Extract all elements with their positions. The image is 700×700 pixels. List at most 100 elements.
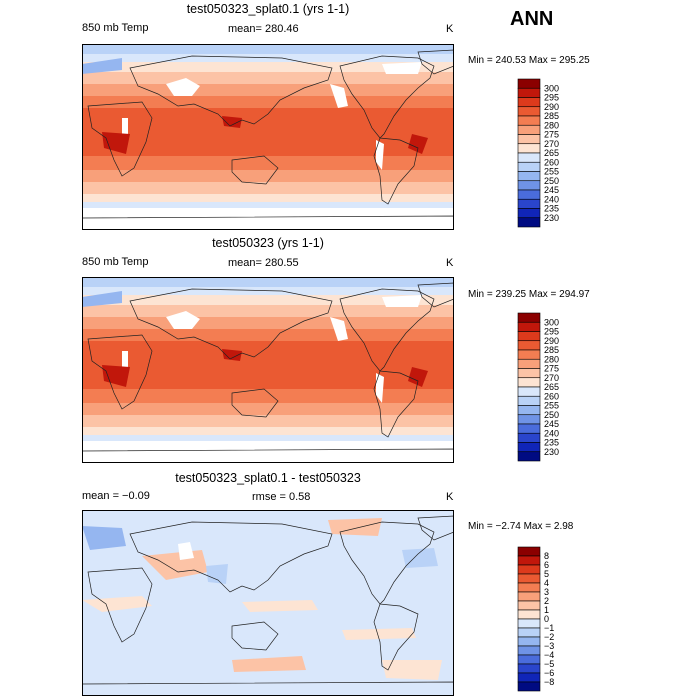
colorbar-box: [517, 208, 541, 219]
colorbar-tick-label: −8: [544, 677, 554, 687]
contour-band: [82, 435, 454, 441]
colorbar-box: [517, 627, 541, 638]
continent-outline: [417, 49, 454, 75]
colorbar-box: [517, 115, 541, 126]
colorbar-tick-label: 290: [544, 336, 559, 346]
colorbar-tick-label: 260: [544, 157, 559, 167]
colorbar-tick-label: 6: [544, 560, 549, 570]
contour-band: [82, 341, 454, 389]
colorbar-box: [517, 106, 541, 117]
continent-outline: [129, 521, 333, 593]
colorbar-tick-label: 285: [544, 345, 559, 355]
contour-band: [82, 156, 454, 170]
panel-1-title: test050323_splat0.1 (yrs 1-1): [186, 2, 350, 16]
contour-region: [342, 628, 416, 640]
colorbar-tick-label: 275: [544, 130, 559, 140]
colorbar-tick-label: 0: [544, 614, 549, 624]
colorbar-tick-label: 2: [544, 596, 549, 606]
colorbar-tick-label: 280: [544, 354, 559, 364]
contour-region: [408, 367, 428, 387]
panel-2-colorbar: 3002952902852802752702652602552502452402…: [517, 312, 559, 462]
colorbar-box: [517, 582, 541, 593]
contour-region: [330, 317, 348, 341]
colorbar-box: [517, 377, 541, 388]
colorbar-box: [517, 180, 541, 191]
colorbar-box: [517, 573, 541, 584]
panel-3-unit-label: K: [446, 491, 454, 503]
continent-outline: [231, 388, 279, 418]
colorbar-box: [517, 636, 541, 647]
colorbar-tick-label: 230: [544, 213, 559, 223]
colorbar-box: [517, 152, 541, 163]
contour-band: [82, 427, 454, 435]
contour-band: [82, 277, 454, 287]
contour-region: [330, 84, 348, 108]
colorbar-box: [517, 189, 541, 200]
contour-band: [82, 182, 454, 194]
continent-outline: [129, 55, 333, 127]
contour-band: [82, 295, 454, 305]
colorbar-tick-label: 260: [544, 391, 559, 401]
contour-band: [82, 108, 454, 156]
continent-outline: [373, 137, 419, 205]
continent-outline: [231, 155, 279, 185]
colorbar-box: [517, 97, 541, 108]
colorbar-tick-label: 290: [544, 102, 559, 112]
panel-1-variable-label: 850 mb Temp: [82, 22, 149, 34]
colorbar-box: [517, 134, 541, 145]
colorbar-box: [517, 368, 541, 379]
colorbar-box: [517, 161, 541, 172]
continent-outline: [87, 567, 153, 643]
colorbar-tick-label: 255: [544, 401, 559, 411]
colorbar-box: [517, 124, 541, 135]
colorbar-box: [517, 312, 541, 323]
colorbar-box: [517, 423, 541, 434]
colorbar-box: [517, 555, 541, 566]
colorbar-tick-label: 250: [544, 176, 559, 186]
colorbar-tick-label: 8: [544, 551, 549, 561]
colorbar-box: [517, 386, 541, 397]
continent-outline: [82, 215, 454, 230]
colorbar-tick-label: 295: [544, 93, 559, 103]
colorbar-tick-label: 230: [544, 447, 559, 457]
map-frame: [82, 510, 454, 696]
contour-band: [82, 72, 454, 84]
continent-outline: [231, 621, 279, 651]
contour-region: [382, 62, 422, 74]
contour-region: [82, 526, 126, 550]
colorbar-tick-label: 245: [544, 419, 559, 429]
colorbar-box: [517, 405, 541, 416]
colorbar-box: [517, 78, 541, 89]
panel-2-title: test050323 (yrs 1-1): [212, 236, 324, 250]
contour-region: [376, 140, 384, 170]
colorbar-box: [517, 395, 541, 406]
colorbar-box: [517, 358, 541, 369]
colorbar-box: [517, 672, 541, 683]
panel-2-mean-label: mean= 280.55: [228, 257, 299, 269]
map-frame: [82, 44, 454, 230]
colorbar-box: [517, 618, 541, 629]
colorbar-tick-label: 250: [544, 410, 559, 420]
contour-region: [242, 600, 318, 612]
contour-band: [82, 415, 454, 427]
contour-region: [382, 295, 422, 307]
colorbar-box: [517, 654, 541, 665]
contour-region: [122, 351, 128, 367]
contour-region: [328, 518, 382, 536]
colorbar-box: [517, 600, 541, 611]
colorbar-tick-label: 240: [544, 428, 559, 438]
contour-region: [82, 58, 122, 74]
colorbar-box: [517, 546, 541, 557]
contour-band: [82, 44, 454, 54]
panel-1-map: [82, 44, 454, 230]
panel-2-variable-label: 850 mb Temp: [82, 256, 149, 268]
colorbar-tick-label: 270: [544, 139, 559, 149]
colorbar-tick-label: −6: [544, 668, 554, 678]
panel-3-title: test050323_splat0.1 - test050323: [175, 471, 361, 485]
contour-region: [206, 564, 228, 584]
contour-region: [102, 365, 130, 387]
colorbar-box: [517, 564, 541, 575]
colorbar-tick-label: 280: [544, 120, 559, 130]
contour-region: [166, 78, 200, 96]
